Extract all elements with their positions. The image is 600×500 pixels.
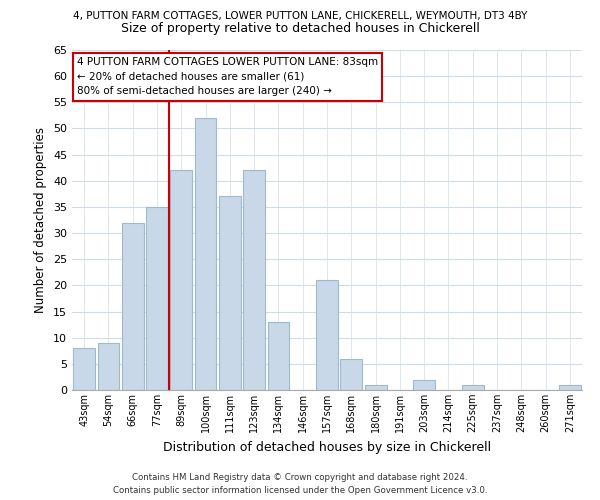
Text: 4, PUTTON FARM COTTAGES, LOWER PUTTON LANE, CHICKERELL, WEYMOUTH, DT3 4BY: 4, PUTTON FARM COTTAGES, LOWER PUTTON LA… — [73, 11, 527, 21]
Bar — [97, 343, 119, 390]
X-axis label: Distribution of detached houses by size in Chickerell: Distribution of detached houses by size … — [163, 440, 491, 454]
Text: Size of property relative to detached houses in Chickerell: Size of property relative to detached ho… — [121, 22, 479, 35]
Bar — [73, 348, 95, 390]
Bar — [219, 196, 241, 390]
Bar — [243, 170, 265, 390]
Y-axis label: Number of detached properties: Number of detached properties — [34, 127, 47, 313]
Bar — [365, 385, 386, 390]
Bar — [340, 358, 362, 390]
Bar — [462, 385, 484, 390]
Bar — [559, 385, 581, 390]
Text: 4 PUTTON FARM COTTAGES LOWER PUTTON LANE: 83sqm
← 20% of detached houses are sma: 4 PUTTON FARM COTTAGES LOWER PUTTON LANE… — [77, 57, 378, 96]
Bar — [316, 280, 338, 390]
Text: Contains HM Land Registry data © Crown copyright and database right 2024.
Contai: Contains HM Land Registry data © Crown c… — [113, 474, 487, 495]
Bar — [413, 380, 435, 390]
Bar — [146, 207, 168, 390]
Bar — [122, 222, 143, 390]
Bar — [268, 322, 289, 390]
Bar — [194, 118, 217, 390]
Bar — [170, 170, 192, 390]
